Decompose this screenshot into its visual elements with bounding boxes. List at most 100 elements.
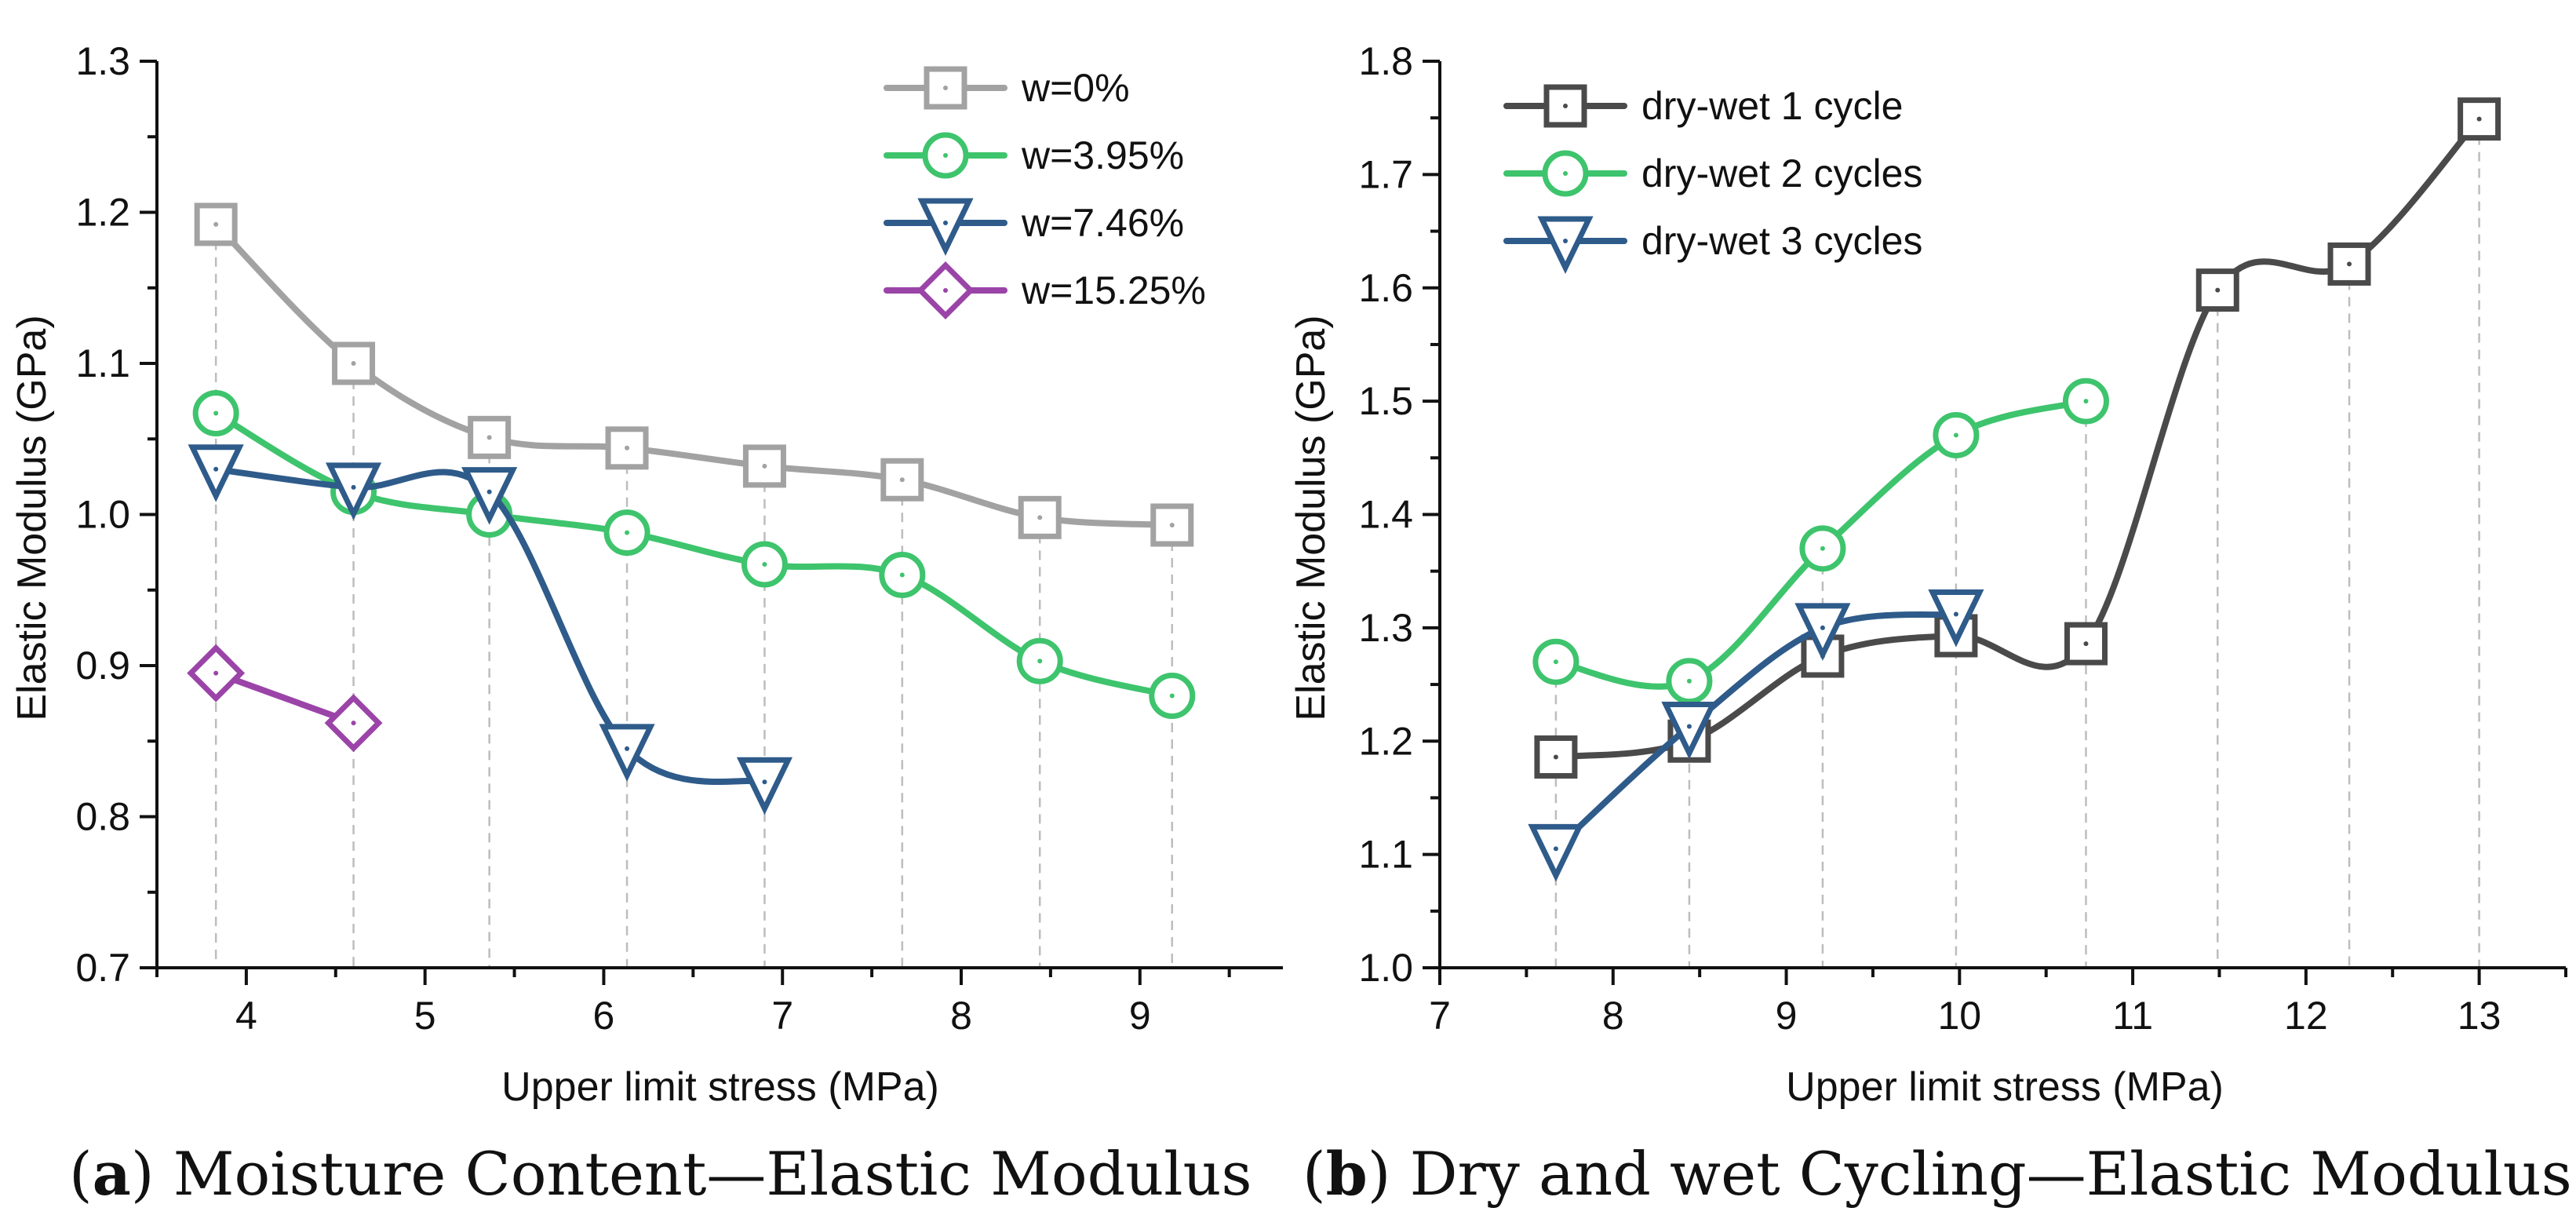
panel-b-y-tick-label: 1.6 bbox=[1358, 266, 1413, 310]
panel-a-caption: (a) Moisture Content—Elastic Modulus bbox=[69, 1139, 1252, 1209]
panel-b-legend-label: dry-wet 3 cycles bbox=[1641, 219, 1922, 263]
panel-b-data-point bbox=[1528, 823, 1584, 882]
panel-b-y-tick-label: 1.1 bbox=[1358, 833, 1413, 877]
panel-b-data-point bbox=[1928, 589, 1984, 648]
panel-b-data-point bbox=[2064, 622, 2108, 666]
panel-a-y-tick-label: 0.9 bbox=[75, 644, 130, 688]
panel-b-y-tick-label: 1.8 bbox=[1358, 39, 1413, 83]
panel-a-data-point bbox=[194, 203, 238, 246]
panel-a-x-tick-label: 4 bbox=[235, 994, 257, 1038]
panel-a-x-tick-label: 9 bbox=[1129, 994, 1151, 1038]
panel-b-legend-entry: dry-wet 3 cycles bbox=[1503, 216, 1922, 275]
panel-a-data-point bbox=[1016, 637, 1063, 684]
panel-b-x-tick-label: 10 bbox=[1937, 994, 1981, 1038]
panel-a-y-axis-title: Elastic Modulus (GPa) bbox=[9, 315, 55, 721]
panel-b-data-point bbox=[1534, 735, 1578, 779]
panel-a-x-tick-label: 8 bbox=[950, 994, 972, 1038]
panel-a-series-4 bbox=[187, 644, 383, 753]
panel-b-data-point bbox=[2062, 378, 2109, 425]
panel-a-guide-lines bbox=[214, 224, 1174, 968]
panel-a-legend-marker bbox=[916, 261, 975, 319]
panel-a-data-point bbox=[468, 415, 512, 459]
panel-a-legend-label: w=15.25% bbox=[1021, 268, 1206, 312]
panel-b-data-point bbox=[2327, 242, 2371, 286]
panel-a-legend-label: w=0% bbox=[1021, 66, 1130, 110]
panel-a-data-point bbox=[879, 552, 926, 598]
panel-a-axes: 4 5 6 7 8 9 0.7 0.8 0.9 1.0 1.1 1.2 1.3 bbox=[75, 39, 1283, 1038]
panel-a-legend-entry: w=7.46% bbox=[884, 198, 1184, 257]
panel-a-data-point bbox=[461, 467, 518, 525]
panel-a-series-1 bbox=[194, 203, 1194, 547]
panel-a-x-tick-label: 7 bbox=[771, 994, 793, 1038]
panel-a-x-tick-label: 5 bbox=[414, 994, 436, 1038]
panel-b-series-2 bbox=[1532, 378, 2109, 705]
panel-a-series-3 bbox=[188, 444, 793, 816]
panel-a-data-point bbox=[742, 444, 786, 488]
panel-b-x-axis-title: Upper limit stress (MPa) bbox=[1786, 1064, 2224, 1110]
panel-b-x-tick-label: 12 bbox=[2284, 994, 2328, 1038]
panel-a-data-point bbox=[880, 458, 924, 502]
panel-b-x-tick-label: 8 bbox=[1602, 994, 1624, 1038]
panel-a-data-point bbox=[1150, 503, 1194, 547]
panel-b-y-tick-label: 1.3 bbox=[1358, 606, 1413, 650]
panel-b-data-point bbox=[1661, 701, 1718, 760]
panel-a-y-tick-label: 1.3 bbox=[75, 39, 130, 83]
panel-a-data-point bbox=[324, 694, 383, 753]
panel-b-legend-marker bbox=[1543, 84, 1587, 128]
panel-a-data-point bbox=[332, 341, 376, 385]
panel-a-y-tick-label: 1.2 bbox=[75, 191, 130, 235]
panel-b-data-point bbox=[2458, 97, 2501, 141]
panel-a-y-tick-label: 0.8 bbox=[75, 795, 130, 839]
panel-a-legend-label: w=7.46% bbox=[1021, 201, 1184, 245]
panel-a-x-tick-label: 6 bbox=[593, 994, 615, 1038]
panel-a-data-point bbox=[603, 509, 650, 556]
panel-a-data-point bbox=[192, 390, 239, 437]
panel-b-y-tick-label: 1.7 bbox=[1358, 152, 1413, 196]
panel-b-data-point bbox=[1794, 603, 1851, 661]
panel-a-data-point bbox=[325, 462, 382, 520]
panel-b-series-1 bbox=[1534, 97, 2501, 779]
panel-b-data-point bbox=[1799, 525, 1846, 572]
panel-b-data-point bbox=[1666, 658, 1713, 705]
panel-a-series bbox=[187, 203, 1196, 816]
panel-b-series-3 bbox=[1528, 589, 1984, 882]
panel-a-legend-entry: w=0% bbox=[884, 66, 1130, 110]
panel-a-data-point bbox=[741, 541, 788, 588]
panel-a-data-point bbox=[599, 724, 655, 782]
panel-a-legend-entry: w=3.95% bbox=[884, 132, 1184, 179]
panel-b-data-point bbox=[1933, 411, 1980, 458]
panel-b-y-axis-title: Elastic Modulus (GPa) bbox=[1288, 315, 1334, 721]
panel-b-y-tick-label: 1.5 bbox=[1358, 379, 1413, 423]
panel-a-legend-entry: w=15.25% bbox=[884, 261, 1206, 319]
panel-a-series-line bbox=[213, 465, 768, 786]
panel-b-dry-wet-cycling: 7 8 9 10 11 12 13 1.0 1.1 1.2 1.3 1.4 1.5 1.6 1.7 1.8 U… bbox=[1288, 39, 2572, 1209]
panel-b-data-point bbox=[2195, 268, 2239, 312]
panel-b-legend: dry-wet 1 cycle dry-wet 2 cycles dry-wet 3… bbox=[1503, 84, 1922, 275]
panel-a-data-point bbox=[1149, 673, 1196, 719]
panel-b-legend-marker bbox=[1542, 150, 1589, 197]
panel-a-y-tick-label: 1.1 bbox=[75, 341, 130, 385]
panel-b-series-line bbox=[1552, 611, 1959, 852]
panel-a-moisture-content: 4 5 6 7 8 9 0.7 0.8 0.9 1.0 1.1 1.2 1.3 Upper limit … bbox=[9, 39, 1283, 1209]
panel-a-x-axis-title: Upper limit stress (MPa) bbox=[501, 1064, 939, 1110]
panel-b-data-point bbox=[1532, 638, 1579, 685]
panel-b-caption: (b) Dry and wet Cycling—Elastic Modulus bbox=[1303, 1139, 2572, 1209]
panel-b-y-tick-label: 1.2 bbox=[1358, 719, 1413, 763]
panel-b-legend-label: dry-wet 2 cycles bbox=[1641, 151, 1922, 195]
panel-b-y-tick-label: 1.0 bbox=[1358, 946, 1413, 990]
panel-a-data-point bbox=[736, 757, 793, 816]
panel-b-x-tick-label: 7 bbox=[1429, 994, 1451, 1038]
panel-b-legend-marker bbox=[1537, 216, 1594, 275]
panel-b-y-tick-label: 1.4 bbox=[1358, 493, 1413, 537]
panel-a-legend-label: w=3.95% bbox=[1021, 133, 1184, 177]
panel-a-y-tick-label: 1.0 bbox=[75, 493, 130, 537]
panel-a-legend-marker bbox=[917, 198, 974, 257]
panel-b-x-tick-label: 9 bbox=[1776, 994, 1798, 1038]
panel-b-axes: 7 8 9 10 11 12 13 1.0 1.1 1.2 1.3 1.4 1.5 1.6 1.7 1.8 bbox=[1358, 39, 2567, 1038]
panel-a-legend: w=0% w=3.95% w=7.46% w=15.25% bbox=[884, 66, 1206, 319]
panel-b-x-tick-label: 13 bbox=[2458, 994, 2501, 1038]
panel-a-data-point bbox=[188, 444, 244, 502]
panel-b-legend-entry: dry-wet 1 cycle bbox=[1503, 84, 1903, 128]
panel-a-legend-marker bbox=[922, 132, 969, 179]
